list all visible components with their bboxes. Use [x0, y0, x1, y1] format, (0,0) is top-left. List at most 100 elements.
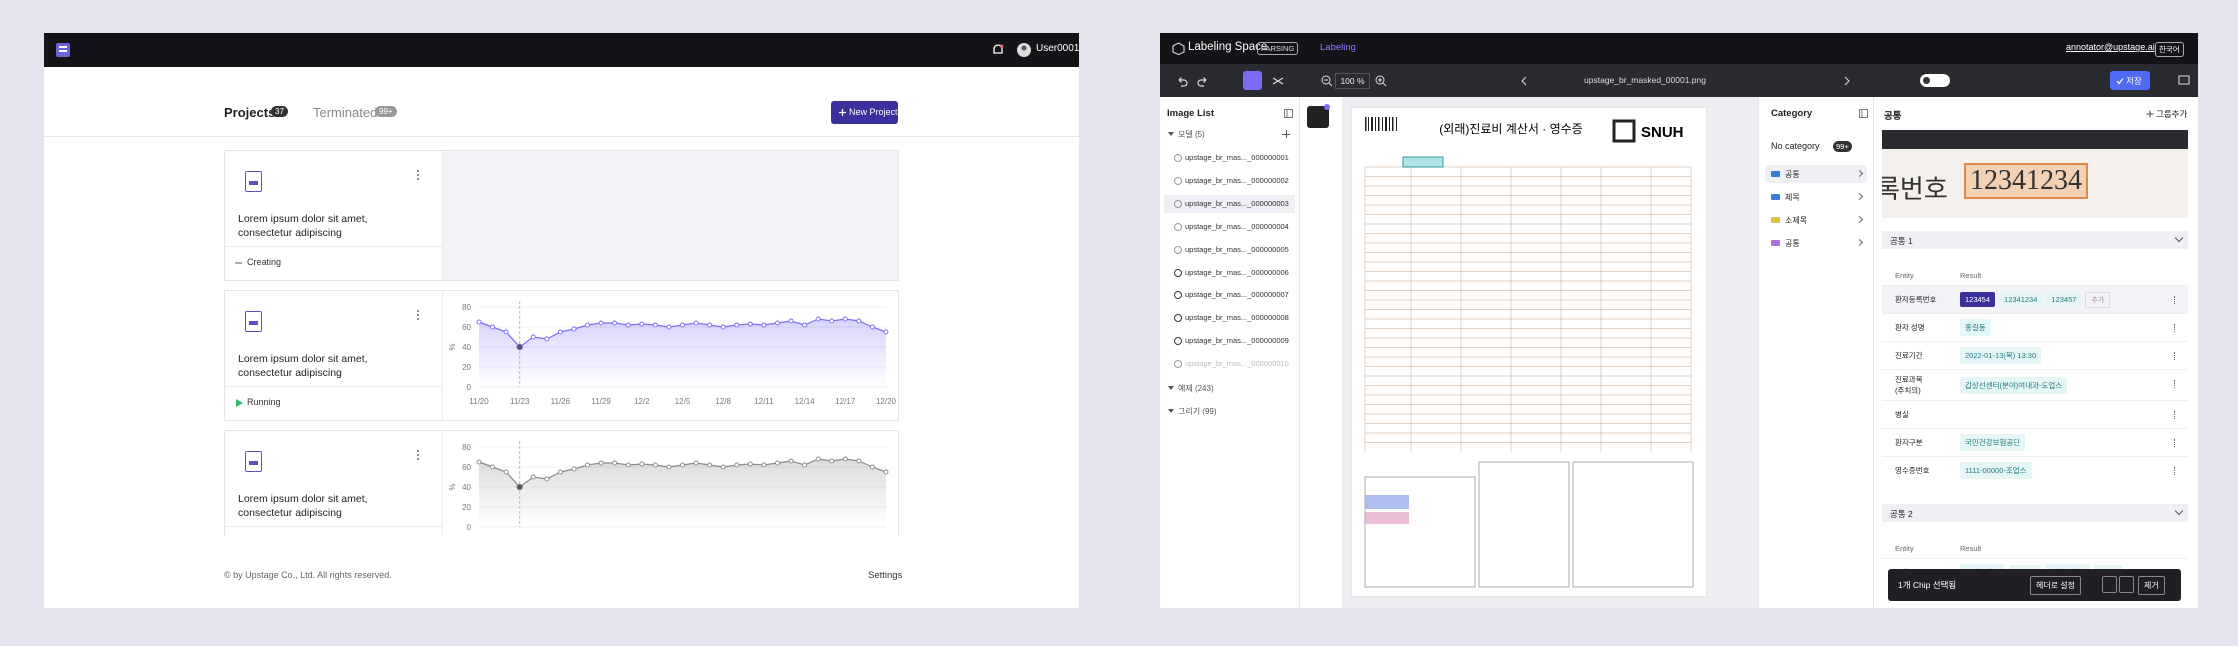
- undo[interactable]: [1176, 75, 1188, 87]
- row-menu[interactable]: [2174, 324, 2177, 332]
- project-card[interactable]: Lorem ipsum dolor sit amet, consectetur …: [224, 150, 899, 281]
- project-name: Lorem ipsum dolor sit amet, consectetur …: [238, 493, 368, 519]
- prev-button[interactable]: [2102, 576, 2117, 593]
- add-chip[interactable]: 추가: [2085, 291, 2111, 308]
- point: [530, 474, 536, 480]
- chip[interactable]: 12341234: [1999, 292, 2043, 307]
- group-title: 공통 2: [1890, 509, 1913, 519]
- no-category[interactable]: No category: [1771, 141, 1820, 151]
- row-menu[interactable]: [2174, 439, 2177, 447]
- table-header: Entity Result: [1882, 249, 2188, 285]
- button-label: 저장: [2126, 76, 2142, 86]
- toolbar: 100 % upstage_br_masked_00001.png 저장: [1160, 64, 2198, 97]
- zoom-input[interactable]: 100 %: [1335, 73, 1370, 89]
- toggle[interactable]: [1920, 74, 1950, 87]
- add-group[interactable]: 그룹추가: [2156, 109, 2188, 119]
- bell-icon[interactable]: [991, 43, 1005, 57]
- chip[interactable]: 2022-01-13(목) 13:30: [1960, 347, 2042, 364]
- add-icon[interactable]: [1282, 130, 1290, 138]
- top-bar: User0001: [44, 33, 1079, 67]
- status-ring: [1174, 337, 1182, 346]
- point: [544, 476, 550, 482]
- row-menu[interactable]: [2174, 380, 2177, 388]
- app-name: Labeling Space: [1188, 41, 1268, 53]
- project-card[interactable]: Lorem ipsum dolor sit amet, consectetur …: [224, 290, 899, 421]
- image-item[interactable]: upstage_br_mas..._000000008: [1164, 309, 1295, 327]
- category-item[interactable]: 공통: [1765, 165, 1867, 183]
- project-card[interactable]: Lorem ipsum dolor sit amet, consectetur …: [224, 430, 899, 536]
- mode-badge: PARSING: [1257, 42, 1299, 55]
- image-item[interactable]: upstage_br_mas..._000000010: [1164, 355, 1295, 373]
- chip[interactable]: 123454: [1960, 292, 1996, 307]
- tool-button[interactable]: [1307, 104, 1330, 128]
- result-header: Result: [1960, 544, 1982, 553]
- shuffle-tool[interactable]: [1272, 75, 1284, 87]
- set-header-button[interactable]: 헤더로 설정: [2030, 576, 2082, 595]
- language-button[interactable]: 한국어: [2155, 42, 2184, 57]
- card-menu[interactable]: [416, 309, 420, 321]
- image-name: upstage_br_mas..._000000001: [1185, 153, 1289, 162]
- new-project-button[interactable]: New Project: [831, 101, 898, 124]
- next-button[interactable]: [2119, 576, 2134, 593]
- zoom-in[interactable]: [1375, 75, 1387, 87]
- settings-link[interactable]: Settings: [868, 570, 903, 581]
- category-item[interactable]: 소제목: [1765, 211, 1867, 229]
- chip[interactable]: 홍길동: [1960, 319, 1991, 336]
- nav-labeling[interactable]: Labeling: [1320, 42, 1356, 53]
- image-item[interactable]: upstage_br_mas..._000000003: [1164, 194, 1295, 213]
- group-header[interactable]: 공통 1: [1882, 231, 2188, 249]
- status-ring: [1174, 268, 1182, 277]
- collapse-icon[interactable]: [1859, 109, 1868, 118]
- point: [720, 324, 726, 330]
- play: [236, 399, 243, 407]
- image-item[interactable]: upstage_br_mas..._000000004: [1164, 218, 1295, 236]
- point: [869, 464, 875, 470]
- zoom-out[interactable]: [1321, 75, 1333, 87]
- highlight-box: [1365, 512, 1409, 524]
- footer: © by Upstage Co., Ltd. All rights reserv…: [224, 570, 392, 580]
- row-menu[interactable]: [2174, 411, 2177, 419]
- account[interactable]: annotator@upstage.ai: [2066, 42, 2155, 52]
- image-item[interactable]: upstage_br_mas..._000000002: [1164, 172, 1295, 190]
- user-name[interactable]: User0001: [1036, 43, 1079, 54]
- image-item[interactable]: upstage_br_mas..._000000007: [1164, 286, 1295, 304]
- image-item[interactable]: upstage_br_mas..._000000006: [1164, 264, 1295, 282]
- avatar[interactable]: [1016, 42, 1032, 58]
- image-item[interactable]: upstage_br_mas..._000000009: [1164, 332, 1295, 350]
- empty-chart: [443, 151, 898, 280]
- image-item[interactable]: upstage_br_mas..._000000001: [1164, 149, 1295, 167]
- chip[interactable]: 123457: [2046, 292, 2082, 307]
- chip[interactable]: 1111-00000-조업스: [1960, 462, 2032, 479]
- tab-projects[interactable]: Projects: [224, 105, 276, 120]
- collapse-icon[interactable]: [1284, 109, 1293, 118]
- chip[interactable]: 갑상선센터(분야)여내과-도업스: [1960, 376, 2068, 394]
- project-status: Creating: [247, 257, 282, 267]
- x-tick-label: 12/20: [876, 397, 897, 406]
- dashboard-window: User0001 Projects 37 Terminated 99+ New …: [44, 33, 1079, 608]
- group-header[interactable]: 공통 2: [1882, 504, 2188, 522]
- remove-button[interactable]: 제거: [2138, 576, 2165, 595]
- next-image[interactable]: [1843, 76, 1851, 86]
- preview-label: 록번호: [1882, 175, 1948, 204]
- card-menu[interactable]: [416, 169, 420, 181]
- group-header[interactable]: 그리기 (99): [1168, 404, 1293, 420]
- category-item[interactable]: 공통: [1765, 234, 1867, 252]
- selection-text: 1개 Chip 선택됨: [1898, 580, 1957, 590]
- image-item[interactable]: upstage_br_mas..._000000005: [1164, 241, 1295, 259]
- group-header[interactable]: 예제 (243): [1168, 381, 1293, 397]
- redo[interactable]: [1197, 75, 1209, 87]
- row-menu[interactable]: [2174, 467, 2177, 475]
- save-button[interactable]: 저장: [2110, 71, 2150, 90]
- chip[interactable]: 국민건강보험공단: [1960, 434, 2026, 451]
- row-menu[interactable]: [2174, 352, 2177, 360]
- prev-image[interactable]: [1520, 76, 1528, 86]
- tab-terminated[interactable]: Terminated: [313, 105, 378, 120]
- comment-icon[interactable]: [2178, 75, 2190, 87]
- doc-box: [1364, 476, 1476, 588]
- point: [625, 322, 631, 328]
- pointer-tool[interactable]: [1243, 71, 1262, 90]
- card-menu[interactable]: [416, 449, 420, 461]
- category-item[interactable]: 제목: [1765, 188, 1867, 206]
- group-header[interactable]: 모델 (5): [1168, 127, 1293, 143]
- row-menu[interactable]: [2174, 296, 2177, 304]
